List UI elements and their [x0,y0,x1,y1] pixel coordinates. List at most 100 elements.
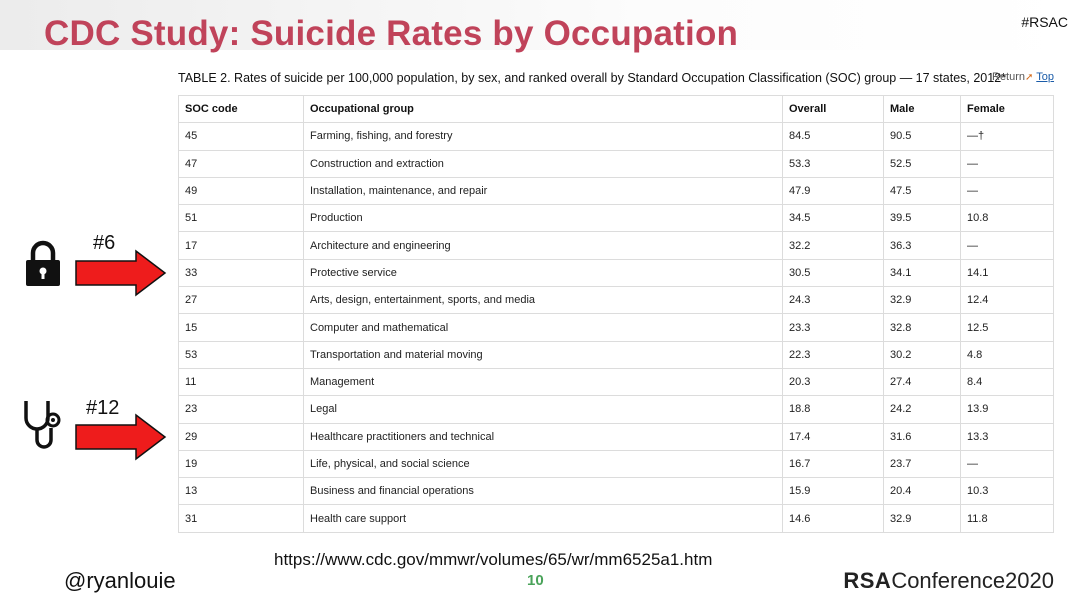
header-occupational-group: Occupational group [303,94,783,124]
table-row: 11 Management 20.3 27.4 8.4 [178,367,1054,397]
cell-occupational-group: Installation, maintenance, and repair [303,176,783,206]
cell-female: 13.3 [960,422,1054,451]
cell-male: 32.9 [883,504,961,533]
cell-male: 23.7 [883,449,961,479]
table-row: 49 Installation, maintenance, and repair 4… [178,176,1054,206]
cell-occupational-group: Arts, design, entertainment, sports, and… [303,286,783,315]
cell-male: 32.8 [883,313,961,342]
cell-occupational-group: Healthcare practitioners and technical [303,422,783,451]
cell-overall: 22.3 [782,340,884,369]
cell-occupational-group: Production [303,204,783,233]
rank-label-12: #12 [86,397,120,419]
cell-soc-code: 33 [178,258,304,288]
cell-female: —† [960,122,1054,151]
cell-overall: 23.3 [782,313,884,342]
cell-male: 90.5 [883,122,961,151]
cell-overall: 47.9 [782,176,884,206]
cell-soc-code: 27 [178,286,304,315]
cell-overall: 53.3 [782,149,884,178]
cell-female: — [960,176,1054,206]
table-row: 13 Business and financial operations 15.9 2… [178,477,1054,506]
cell-overall: 34.5 [782,204,884,233]
cell-female: 8.4 [960,367,1054,397]
header-band [0,0,1080,50]
brand-rest: Conference2020 [891,568,1054,593]
cell-male: 30.2 [883,340,961,369]
cell-female: 11.8 [960,504,1054,533]
table-row: 33 Protective service 30.5 34.1 14.1 [178,258,1054,288]
cell-female: 10.8 [960,204,1054,233]
cell-female: 12.5 [960,313,1054,342]
cell-overall: 84.5 [782,122,884,151]
cell-overall: 15.9 [782,477,884,506]
cell-overall: 32.2 [782,231,884,260]
cell-female: 10.3 [960,477,1054,506]
cell-male: 20.4 [883,477,961,506]
hashtag-label: #RSAC [1021,14,1068,30]
header-female: Female [960,94,1054,124]
table-row: 27 Arts, design, entertainment, sports, a… [178,286,1054,315]
cell-occupational-group: Construction and extraction [303,149,783,178]
cell-male: 34.1 [883,258,961,288]
cell-occupational-group: Transportation and material moving [303,340,783,369]
cell-soc-code: 17 [178,231,304,260]
cell-occupational-group: Legal [303,395,783,424]
cell-female: — [960,449,1054,479]
brand-bold: RSA [843,568,892,593]
header-male: Male [883,94,961,124]
table-row: 23 Legal 18.8 24.2 13.9 [178,395,1054,424]
cell-occupational-group: Architecture and engineering [303,231,783,260]
header-soc-code: SOC code [178,94,304,124]
stethoscope-icon [24,401,61,449]
cell-occupational-group: Farming, fishing, and forestry [303,122,783,151]
cell-soc-code: 29 [178,422,304,451]
author-handle: @ryanlouie [64,568,176,593]
cell-overall: 17.4 [782,422,884,451]
cell-male: 27.4 [883,367,961,397]
cell-male: 36.3 [883,231,961,260]
cell-overall: 24.3 [782,286,884,315]
header-overall: Overall [782,94,884,124]
table-row: 31 Health care support 14.6 32.9 11.8 [178,504,1054,533]
cell-female: — [960,149,1054,178]
table-row: 51 Production 34.5 39.5 10.8 [178,204,1054,233]
cell-soc-code: 45 [178,122,304,151]
table-row: 19 Life, physical, and social science 16.7… [178,449,1054,479]
lock-icon [26,240,60,286]
cell-soc-code: 47 [178,149,304,178]
cell-female: 12.4 [960,286,1054,315]
cell-soc-code: 15 [178,313,304,342]
cell-male: 32.9 [883,286,961,315]
return-label: Return [992,71,1026,83]
cell-soc-code: 49 [178,176,304,206]
cell-male: 24.2 [883,395,961,424]
cell-male: 47.5 [883,176,961,206]
source-url[interactable]: https://www.cdc.gov/mmwr/volumes/65/wr/m… [274,550,713,569]
cell-male: 31.6 [883,422,961,451]
cell-soc-code: 11 [178,367,304,397]
cell-female: — [960,231,1054,260]
cell-overall: 20.3 [782,367,884,397]
slide-title: CDC Study: Suicide Rates by Occupation [44,14,739,53]
suicide-rates-table: SOC code Occupational group Overall Male… [178,94,1054,533]
callout-arrow-6 [75,249,167,297]
table-row: 17 Architecture and engineering 32.2 36.3— [178,231,1054,260]
table-row: 15 Computer and mathematical 23.3 32.8 12.5 [178,313,1054,342]
cell-soc-code: 53 [178,340,304,369]
cell-female: 4.8 [960,340,1054,369]
cell-male: 39.5 [883,204,961,233]
cell-occupational-group: Business and financial operations [303,477,783,506]
page-number: 10 [527,572,544,589]
cell-occupational-group: Life, physical, and social science [303,449,783,479]
return-to-top-link[interactable]: Return➚ Top [992,71,1054,83]
cell-soc-code: 51 [178,204,304,233]
cell-occupational-group: Management [303,367,783,397]
table-caption: TABLE 2. Rates of suicide per 100,000 po… [178,71,1007,85]
cell-soc-code: 19 [178,449,304,479]
table-body: 45 Farming, fishing, and forestry 84.5 90.5… [178,122,1054,533]
top-link-label[interactable]: Top [1036,71,1055,83]
rank-label-6: #6 [93,232,116,254]
cell-female: 13.9 [960,395,1054,424]
return-arrow-icon: ➚ [1025,72,1034,83]
table-row: 45 Farming, fishing, and forestry 84.5 90.5… [178,122,1054,151]
